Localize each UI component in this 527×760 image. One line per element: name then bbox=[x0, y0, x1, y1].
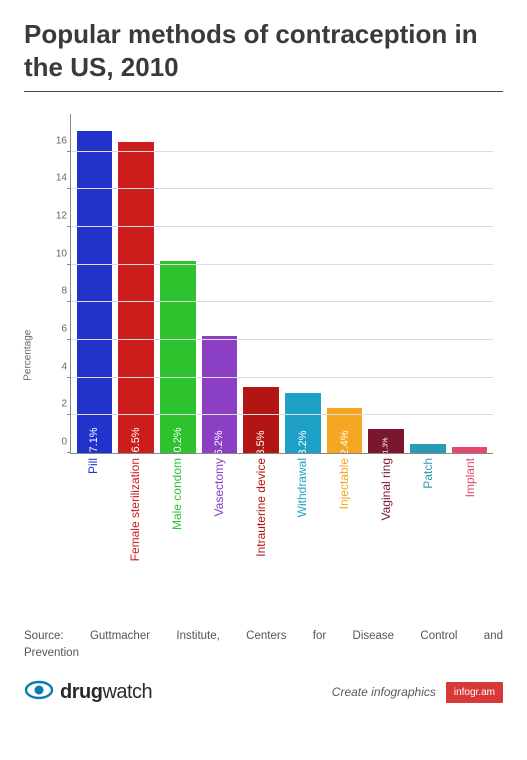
xlabel-slot: Female sterilization bbox=[116, 458, 155, 608]
bar-value-label: 2.4% bbox=[339, 430, 351, 453]
gridline bbox=[71, 301, 493, 302]
bar: 3.5% bbox=[243, 387, 279, 453]
bar bbox=[410, 444, 446, 453]
ytick-mark bbox=[67, 377, 71, 378]
ytick-label: 12 bbox=[45, 211, 67, 222]
gridline bbox=[71, 339, 493, 340]
xlabel-slot: Vasectomy bbox=[199, 458, 238, 608]
bar: 3.2% bbox=[285, 393, 321, 453]
ytick-mark bbox=[67, 339, 71, 340]
xlabel-slot: Pill bbox=[74, 458, 113, 608]
page-title: Popular methods of contraception in the … bbox=[24, 18, 503, 83]
xlabel-slot: Implant bbox=[450, 458, 489, 608]
bar: 1.3% bbox=[368, 429, 404, 453]
footer: drugwatch Create infographics infogr.am bbox=[24, 679, 503, 706]
bar: 6.2% bbox=[202, 336, 238, 453]
bar-value-label: 10.2% bbox=[172, 427, 184, 453]
source-text: Source: Guttmacher Institute, Centers fo… bbox=[24, 628, 503, 663]
brand-text: drugwatch bbox=[60, 681, 152, 704]
bar-slot: 3.2% bbox=[284, 114, 323, 453]
plot-area: 17.1%16.5%10.2%6.2%3.5%3.2%2.4%1.3% 0246… bbox=[70, 114, 493, 454]
gridline bbox=[71, 226, 493, 227]
x-axis-label: Withdrawal bbox=[295, 458, 309, 517]
gridline bbox=[71, 377, 493, 378]
source-line1: Source: Guttmacher Institute, Centers fo… bbox=[24, 630, 503, 642]
x-axis-label: Pill bbox=[86, 458, 100, 474]
x-axis-label: Female sterilization bbox=[128, 458, 142, 561]
bar-slot: 16.5% bbox=[117, 114, 156, 453]
ytick-mark bbox=[67, 452, 71, 453]
bar-slot: 17.1% bbox=[75, 114, 114, 453]
x-axis-label: Vasectomy bbox=[212, 458, 226, 516]
ytick-mark bbox=[67, 226, 71, 227]
bar: 17.1% bbox=[77, 131, 113, 453]
ytick-label: 4 bbox=[45, 361, 67, 372]
bar-slot: 6.2% bbox=[200, 114, 239, 453]
ytick-label: 8 bbox=[45, 286, 67, 297]
eye-icon bbox=[24, 679, 54, 706]
ytick-label: 10 bbox=[45, 248, 67, 259]
ytick-mark bbox=[67, 188, 71, 189]
bar-chart: Percentage 17.1%16.5%10.2%6.2%3.5%3.2%2.… bbox=[70, 114, 493, 614]
infogram-badge: infogr.am bbox=[446, 682, 503, 703]
ytick-label: 14 bbox=[45, 173, 67, 184]
bar-slot bbox=[450, 114, 489, 453]
brand: drugwatch bbox=[24, 679, 152, 706]
bar-slot: 3.5% bbox=[242, 114, 281, 453]
x-axis-label: Intrauterine device bbox=[254, 458, 268, 557]
gridline bbox=[71, 264, 493, 265]
bar-value-label: 16.5% bbox=[130, 427, 142, 453]
ytick-label: 6 bbox=[45, 324, 67, 335]
x-labels: Pill Female sterilization Male condom Vasec… bbox=[70, 458, 493, 608]
title-divider bbox=[24, 91, 503, 92]
bar bbox=[452, 447, 488, 453]
bar-value-label: 3.5% bbox=[255, 430, 267, 453]
x-axis-label: Implant bbox=[463, 458, 477, 497]
ytick-mark bbox=[67, 264, 71, 265]
bar: 10.2% bbox=[160, 261, 196, 453]
xlabel-slot: Intrauterine device bbox=[241, 458, 280, 608]
x-axis-label: Injectable bbox=[337, 458, 351, 509]
ytick-label: 16 bbox=[45, 135, 67, 146]
bar-slot: 10.2% bbox=[158, 114, 197, 453]
xlabel-slot: Injectable bbox=[325, 458, 364, 608]
ytick-label: 0 bbox=[45, 437, 67, 448]
gridline bbox=[71, 151, 493, 152]
footer-right: Create infographics infogr.am bbox=[332, 682, 503, 703]
bar-slot: 2.4% bbox=[325, 114, 364, 453]
ytick-label: 2 bbox=[45, 399, 67, 410]
bar-value-label: 3.2% bbox=[297, 430, 309, 453]
source-line2: Prevention bbox=[24, 645, 503, 662]
bar-slot bbox=[409, 114, 448, 453]
xlabel-slot: Patch bbox=[408, 458, 447, 608]
xlabel-slot: Vaginal ring bbox=[367, 458, 406, 608]
gridline bbox=[71, 188, 493, 189]
x-axis-label: Vaginal ring bbox=[379, 458, 393, 520]
ytick-mark bbox=[67, 301, 71, 302]
create-infographics-label: Create infographics bbox=[332, 685, 436, 699]
bars-container: 17.1% 16.5% 10.2% 6.2% 3.5% 3.2% 2.4% 1.3% bbox=[71, 114, 493, 453]
xlabel-slot: Male condom bbox=[158, 458, 197, 608]
xlabel-slot: Withdrawal bbox=[283, 458, 322, 608]
x-axis-label: Male condom bbox=[170, 458, 184, 530]
y-axis-label: Percentage bbox=[23, 330, 34, 381]
bar-value-label: 17.1% bbox=[88, 427, 100, 453]
x-axis-label: Patch bbox=[421, 458, 435, 489]
bar-value-label: 1.3% bbox=[383, 438, 390, 453]
ytick-mark bbox=[67, 151, 71, 152]
bar-slot: 1.3% bbox=[367, 114, 406, 453]
gridline bbox=[71, 414, 493, 415]
ytick-mark bbox=[67, 414, 71, 415]
bar-value-label: 6.2% bbox=[213, 430, 225, 453]
